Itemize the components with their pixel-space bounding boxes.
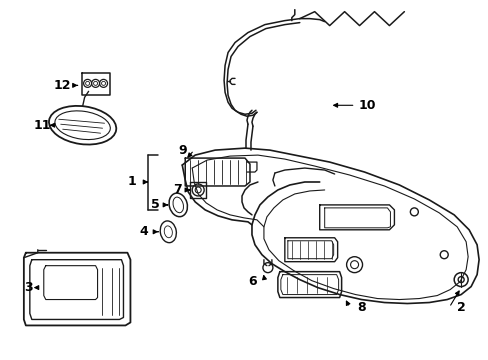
Text: 2: 2 bbox=[456, 301, 465, 314]
Text: 1: 1 bbox=[128, 175, 137, 189]
Text: 6: 6 bbox=[248, 275, 257, 288]
Text: 8: 8 bbox=[357, 301, 365, 314]
Text: 9: 9 bbox=[178, 144, 186, 157]
Text: 5: 5 bbox=[151, 198, 160, 211]
Text: 10: 10 bbox=[358, 99, 375, 112]
Text: 12: 12 bbox=[54, 79, 71, 92]
Text: 11: 11 bbox=[34, 119, 51, 132]
Text: 7: 7 bbox=[173, 184, 181, 197]
Text: 3: 3 bbox=[24, 281, 33, 294]
Text: 4: 4 bbox=[139, 225, 147, 238]
